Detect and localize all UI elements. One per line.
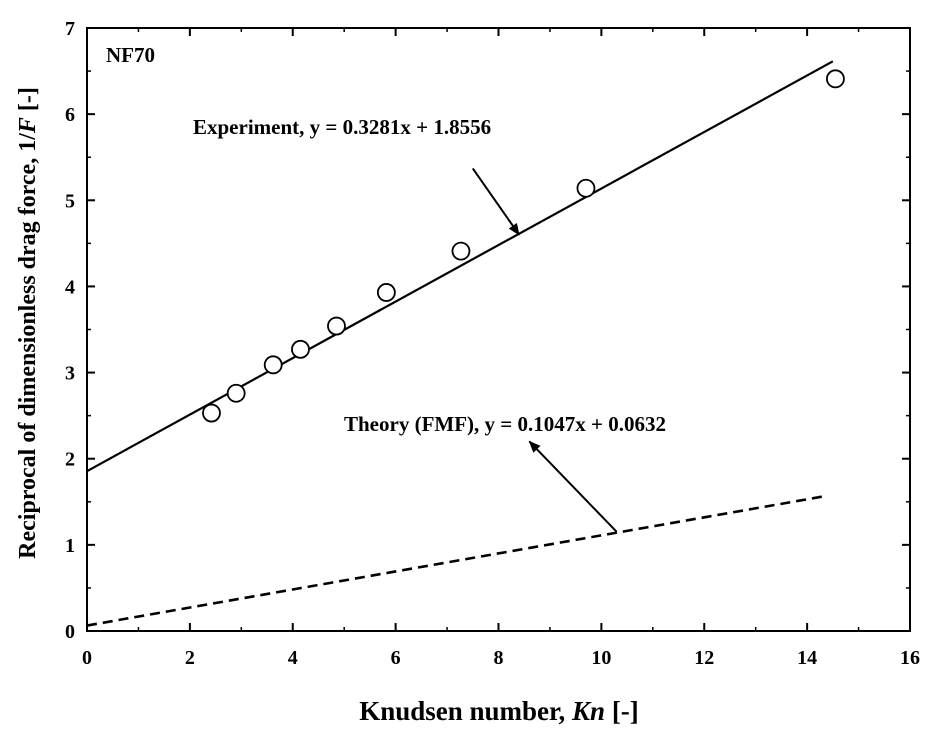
annotation-arrows	[471, 167, 618, 533]
data-point	[826, 69, 845, 89]
panel-label: NF70	[106, 43, 155, 67]
x-tick-label: 0	[82, 647, 92, 669]
y-tick-label: 3	[65, 363, 75, 385]
fit-lines	[86, 60, 834, 627]
x-tick-label: 2	[185, 647, 195, 669]
y-tick-label: 7	[65, 18, 75, 40]
data-point	[451, 241, 471, 261]
data-point	[263, 355, 283, 375]
x-axis-label: Knudsen number, Kn [-]	[359, 696, 639, 726]
y-tick-label: 5	[65, 190, 75, 212]
experiment-annotation-arrow	[471, 167, 520, 236]
data-point	[202, 403, 221, 423]
data-point	[327, 316, 346, 336]
plot-frame	[86, 27, 911, 632]
y-tick-label: 1	[65, 535, 75, 557]
theory-equation-label: Theory (FMF), y = 0.1047x + 0.0632	[344, 412, 666, 436]
x-tick-label: 6	[391, 647, 401, 669]
y-tick-label: 4	[65, 276, 75, 298]
theory-line	[86, 495, 823, 627]
x-tick-label: 14	[797, 647, 817, 669]
data-point	[376, 283, 396, 302]
data-point	[226, 383, 246, 403]
x-tick-label: 4	[288, 647, 298, 669]
data-point	[291, 339, 310, 359]
y-axis-label: Reciprocal of dimensionless drag force, …	[15, 87, 41, 559]
x-tick-label: 10	[591, 647, 611, 669]
experiment-fit-line	[86, 60, 834, 473]
y-tick-label: 0	[65, 621, 75, 643]
x-tick-label: 12	[694, 647, 714, 669]
experiment-equation-label: Experiment, y = 0.3281x + 1.8556	[193, 115, 491, 139]
data-markers	[202, 69, 845, 423]
x-tick-label: 8	[494, 647, 504, 669]
data-point	[576, 178, 596, 198]
y-tick-label: 6	[65, 104, 75, 126]
theory-annotation-arrow	[528, 440, 618, 533]
y-axis-ticks: 0 1 2 3 4 5 6 7	[65, 18, 910, 643]
x-axis-ticks: 0 2 4 6 8 10 12 14 16	[82, 28, 920, 669]
y-tick-label: 2	[65, 449, 75, 471]
x-tick-label: 16	[900, 647, 920, 669]
